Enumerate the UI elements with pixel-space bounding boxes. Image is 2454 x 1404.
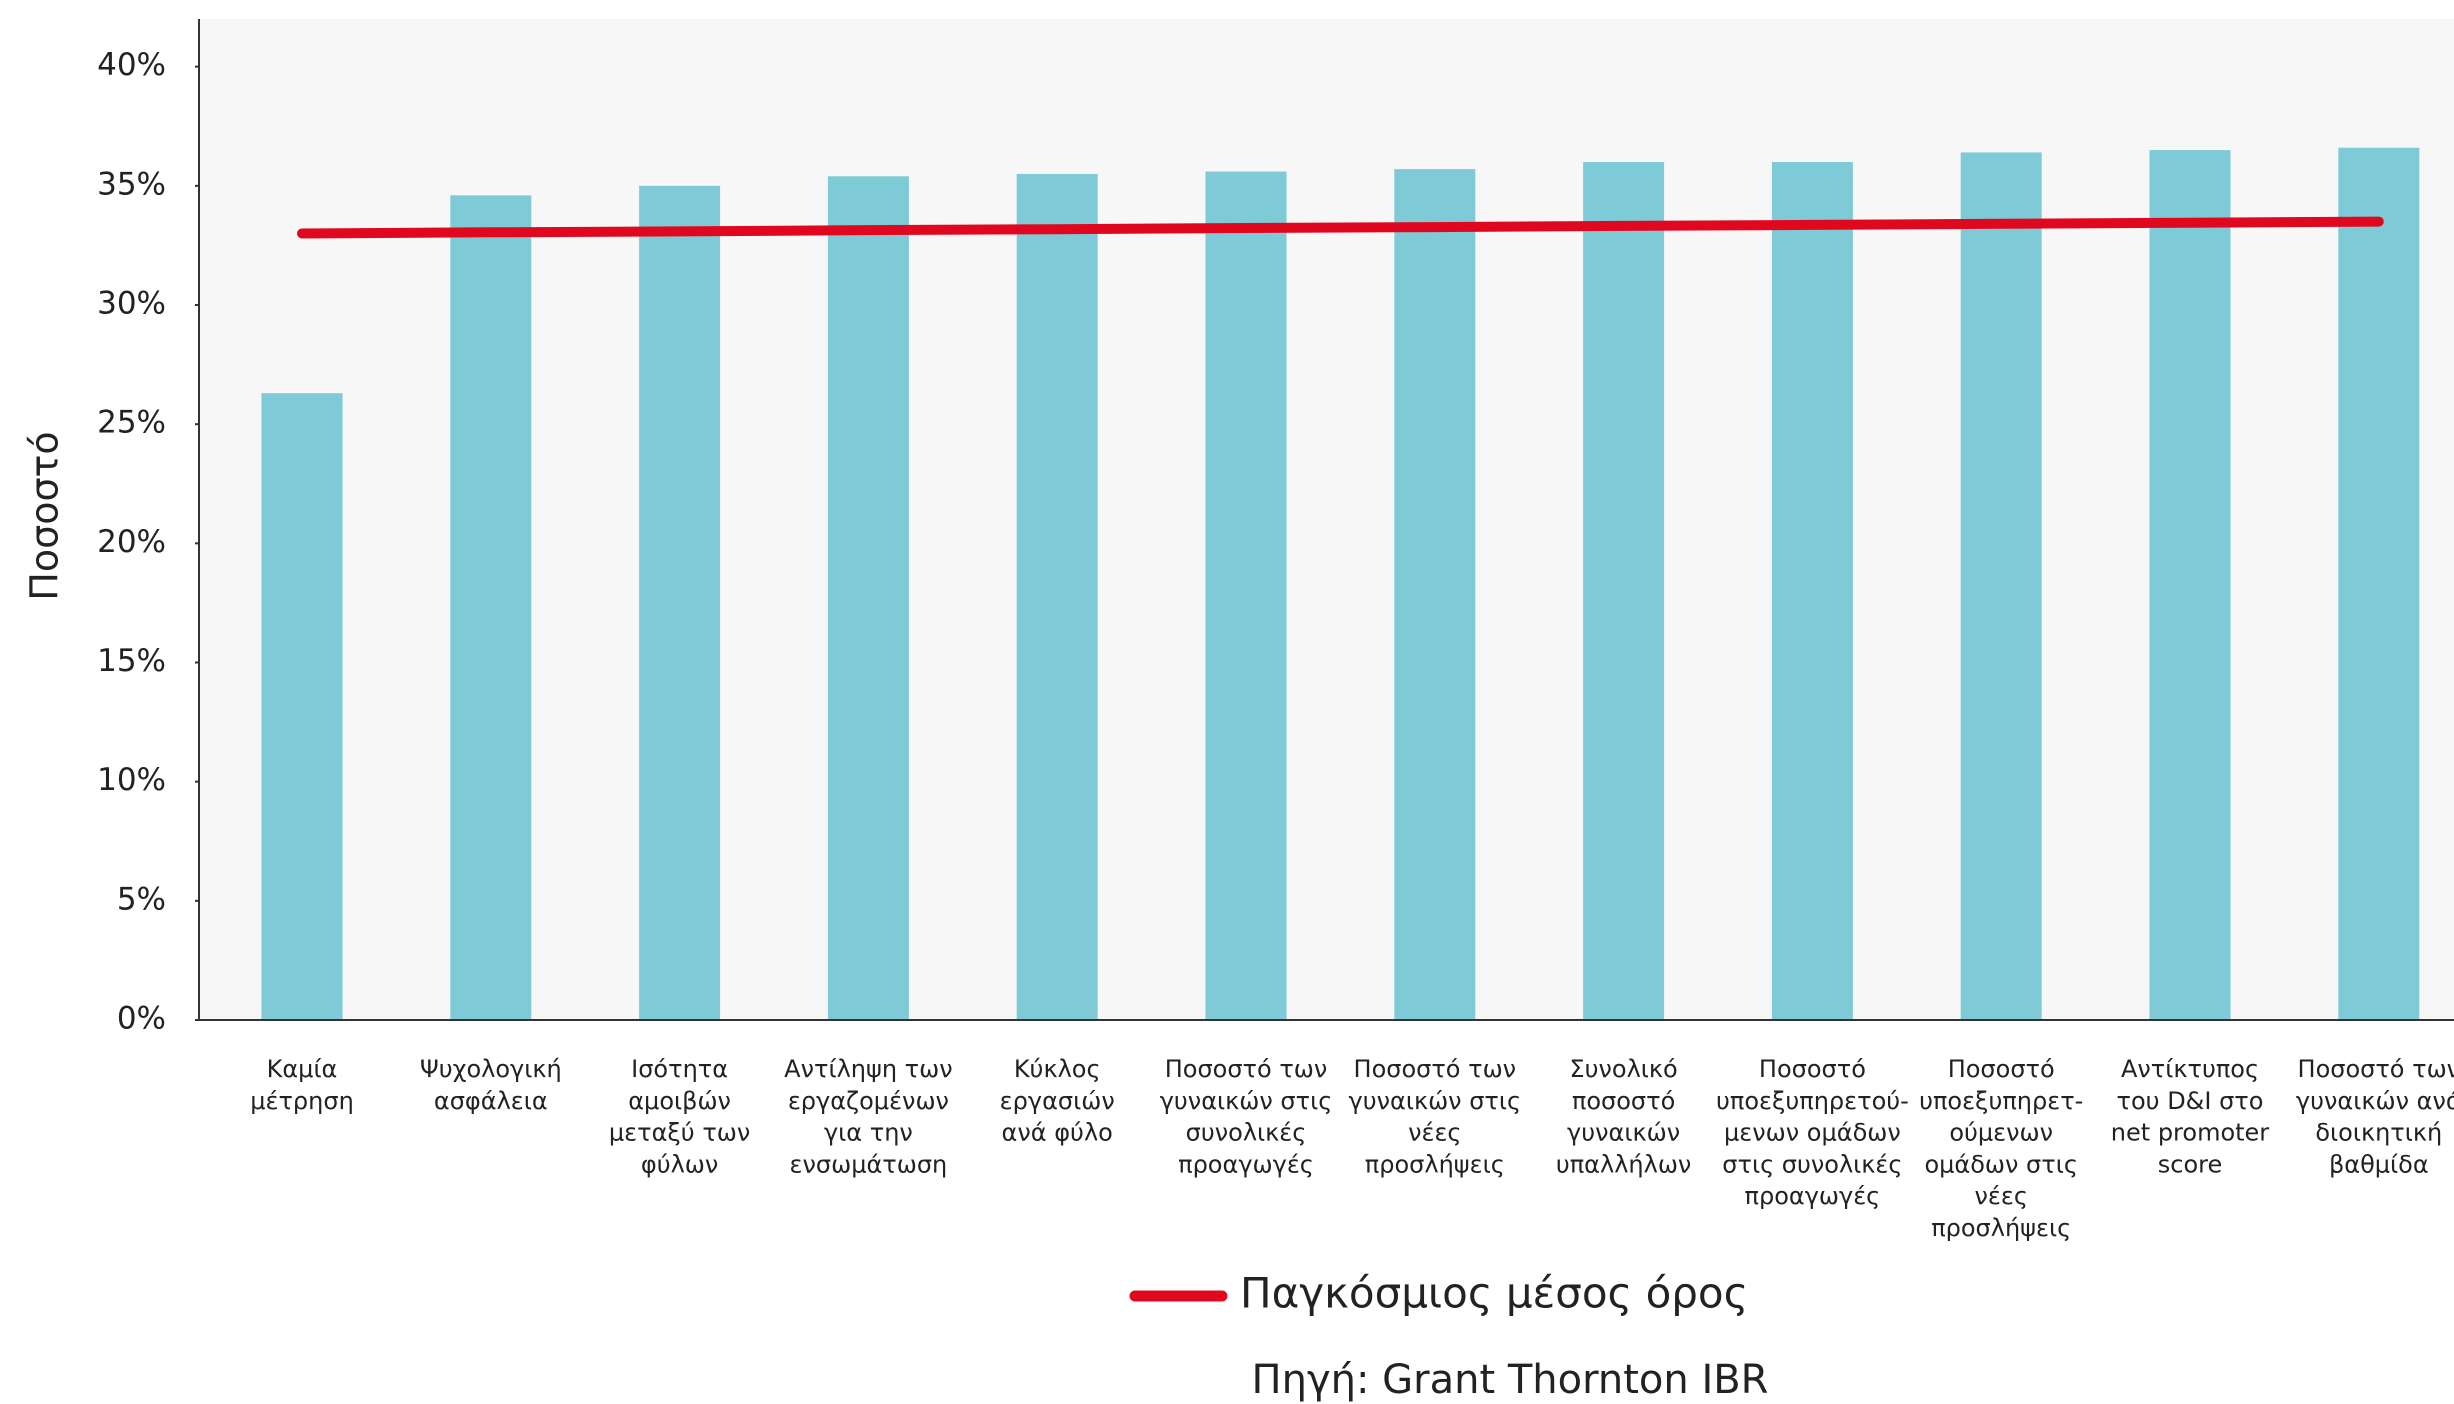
y-tick-label: 10% bbox=[97, 762, 166, 798]
x-tick-label: γυναικών bbox=[1567, 1119, 1680, 1147]
bar bbox=[2149, 150, 2231, 1021]
x-tick-label: υπαλλήλων bbox=[1556, 1150, 1691, 1178]
x-tick-label: Καμία bbox=[267, 1055, 338, 1083]
x-tick-label: Αντίκτυπος bbox=[2121, 1055, 2259, 1083]
x-tick-label: Ποσοστό bbox=[1948, 1055, 2055, 1083]
x-tick-label: Ποσοστό των bbox=[1165, 1055, 1328, 1083]
x-tick-label: προσλήψεις bbox=[1931, 1214, 2071, 1242]
x-tick-label: αμοιβών bbox=[628, 1087, 731, 1115]
x-tick-label: για την bbox=[824, 1119, 913, 1147]
x-tick-label: ούμενων bbox=[1949, 1119, 2053, 1147]
x-tick-label: προσλήψεις bbox=[1365, 1150, 1505, 1178]
x-tick-label: Συνολικό bbox=[1569, 1055, 1677, 1083]
x-tick-label: ανά φύλο bbox=[1002, 1119, 1113, 1147]
bar bbox=[1205, 171, 1287, 1021]
y-tick-label: 0% bbox=[117, 1001, 166, 1037]
bar bbox=[2338, 147, 2420, 1020]
x-tick-label: διοικητική bbox=[2315, 1119, 2442, 1147]
y-axis-title: Ποσοστό bbox=[23, 431, 67, 600]
x-tick-label: συνολικές bbox=[1186, 1119, 1307, 1147]
x-tick-label: γυναικών στις bbox=[1349, 1087, 1522, 1115]
y-tick-label: 20% bbox=[97, 524, 166, 560]
x-tick-label: βαθμίδα bbox=[2329, 1150, 2429, 1178]
x-tick-label: στις συνολικές bbox=[1722, 1150, 1902, 1178]
x-tick-label: εργασιών bbox=[1000, 1087, 1115, 1115]
x-tick-label: μέτρηση bbox=[250, 1087, 354, 1115]
y-tick-label: 15% bbox=[97, 643, 166, 679]
bar bbox=[827, 176, 909, 1021]
x-tick-label: Ψυχολογική bbox=[420, 1055, 562, 1083]
x-tick-label: προαγωγές bbox=[1745, 1182, 1881, 1210]
x-tick-label: μεταξύ των bbox=[609, 1119, 750, 1147]
x-tick-label: Αντίληψη των bbox=[784, 1055, 952, 1083]
y-tick-label: 40% bbox=[97, 47, 166, 83]
x-tick-label: γυναικών στις bbox=[1160, 1087, 1333, 1115]
average-line bbox=[297, 216, 2384, 239]
x-tick-label: μενων ομάδων bbox=[1724, 1119, 1901, 1147]
x-tick-label: Ισότητα bbox=[631, 1055, 728, 1083]
x-tick-label: του D&I στο bbox=[2117, 1087, 2264, 1115]
x-tick-label: νέες bbox=[1974, 1182, 2027, 1210]
bar bbox=[261, 393, 343, 1020]
x-tick-label: υποεξυπηρετού- bbox=[1716, 1087, 1909, 1115]
x-tick-label: Ποσοστό bbox=[1759, 1055, 1866, 1083]
x-tick-label: score bbox=[2158, 1150, 2223, 1178]
bar bbox=[1771, 162, 1853, 1020]
bar bbox=[450, 195, 532, 1020]
plot-background bbox=[199, 19, 2454, 1020]
bar bbox=[1394, 169, 1476, 1020]
source-note: Πηγή: Grant Thornton IBR bbox=[1252, 1357, 1769, 1403]
x-tick-label: νέες bbox=[1408, 1119, 1461, 1147]
bar bbox=[1583, 162, 1665, 1020]
x-tick-label: Ποσοστό των bbox=[1354, 1055, 1517, 1083]
x-tick-label: προαγωγές bbox=[1178, 1150, 1314, 1178]
bar bbox=[1960, 152, 2042, 1020]
bar bbox=[1016, 173, 1098, 1020]
x-tick-label: ποσοστό bbox=[1572, 1087, 1675, 1115]
x-tick-label: ομάδων στις bbox=[1924, 1150, 2077, 1178]
x-tick-label: υποεξυπηρετ- bbox=[1919, 1087, 2083, 1115]
y-tick-label: 35% bbox=[97, 166, 166, 202]
x-tick-label: ενσωμάτωση bbox=[790, 1150, 948, 1178]
y-tick-label: 30% bbox=[97, 286, 166, 322]
y-tick-label: 25% bbox=[97, 405, 166, 441]
bar bbox=[639, 185, 721, 1021]
x-tick-label: ασφάλεια bbox=[434, 1087, 548, 1115]
legend-label: Παγκόσμιος μέσος όρος bbox=[1240, 1269, 1748, 1318]
x-tick-label: γυναικών ανά bbox=[2296, 1087, 2454, 1115]
y-tick-label: 5% bbox=[117, 881, 166, 917]
x-tick-label: Κύκλος bbox=[1014, 1055, 1101, 1083]
x-tick-label: εργαζομένων bbox=[788, 1087, 949, 1115]
x-tick-label: Ποσοστό των bbox=[2298, 1055, 2454, 1083]
x-tick-label: net promoter bbox=[2111, 1119, 2270, 1147]
x-tick-label: φύλων bbox=[641, 1150, 718, 1178]
